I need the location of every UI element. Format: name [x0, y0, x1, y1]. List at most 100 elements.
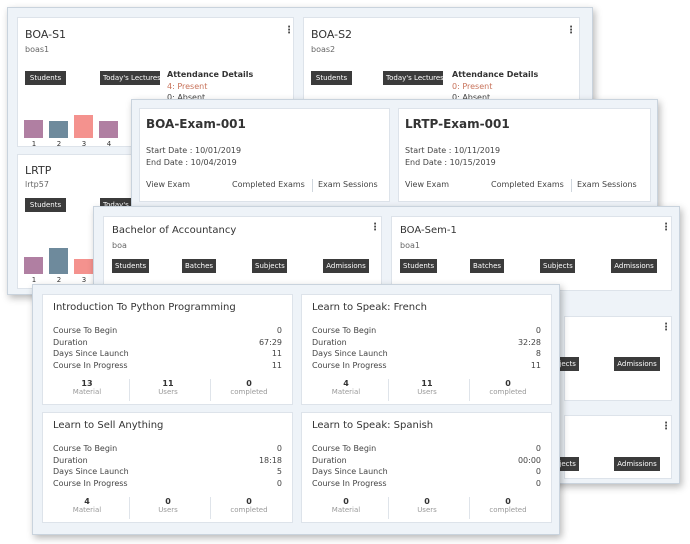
metric-label: Material — [331, 506, 361, 514]
more-options-icon[interactable]: ⋮ — [661, 222, 671, 233]
stat-value: 0 — [535, 467, 541, 476]
course-stat-row: Course In Progress 11 — [53, 361, 282, 370]
course-card-spanish: Learn to Speak: Spanish Course To Begin … — [301, 412, 552, 523]
exam-card-lrtp: LRTP-Exam-001 Start Date : 10/11/2019 En… — [398, 108, 651, 202]
chart-tick-label: 2 — [56, 140, 62, 148]
stat-value: 11 — [530, 360, 541, 370]
subjects-button[interactable]: Subjects — [555, 357, 579, 371]
metric-value: 0 — [343, 497, 349, 506]
students-button[interactable]: Students — [311, 71, 352, 85]
stat-label: Days Since Launch — [53, 467, 129, 476]
courses-panel: Introduction To Python Programming Cours… — [32, 284, 560, 535]
metric-label: Users — [158, 388, 178, 396]
students-button[interactable]: Students — [25, 71, 66, 85]
students-button[interactable]: Students — [112, 259, 149, 273]
batches-button[interactable]: Batches — [182, 259, 216, 273]
more-options-icon[interactable]: ⋮ — [661, 421, 671, 432]
absent-count: 0: Absent — [167, 93, 206, 102]
course-metric: 0 completed — [472, 497, 544, 514]
students-button[interactable]: Students — [25, 198, 66, 212]
subjects-button[interactable]: Subjects — [555, 457, 579, 471]
stat-value: 67:29 — [258, 337, 282, 347]
metric-value: 0 — [424, 497, 430, 506]
attendance-title: Attendance Details — [167, 70, 254, 79]
more-options-icon[interactable]: ⋮ — [661, 322, 671, 333]
todays-lectures-button[interactable]: Today's Lectures — [100, 71, 161, 85]
course-stat-row: Course In Progress 0 — [312, 479, 541, 488]
stat-value: 18:18 — [258, 455, 282, 465]
course-metric: 0 completed — [472, 379, 544, 396]
course-title: Learn to Speak: Spanish — [312, 420, 434, 431]
program-code: boa — [112, 241, 127, 250]
subjects-button[interactable]: Subjects — [252, 259, 287, 273]
stat-label: Course To Begin — [312, 444, 377, 453]
more-options-icon[interactable]: ⋮ — [284, 25, 294, 36]
admissions-button[interactable]: Admissions — [611, 259, 657, 273]
attendance-chart-boa-s1: 1 2 3 4 — [24, 108, 134, 148]
stat-label: Course To Begin — [312, 326, 377, 335]
exam-start-date: Start Date : 10/01/2019 — [146, 146, 242, 155]
more-options-icon[interactable]: ⋮ — [566, 25, 576, 36]
completed-exams-link[interactable]: Completed Exams — [232, 180, 305, 189]
program-code: boa1 — [400, 241, 420, 250]
view-exam-link[interactable]: View Exam — [146, 180, 191, 189]
course-metric: 0 completed — [213, 497, 285, 514]
course-title: Introduction To Python Programming — [53, 302, 236, 313]
stat-value: 0 — [276, 478, 282, 488]
metric-label: Users — [417, 506, 437, 514]
course-stat-row: Days Since Launch 5 — [53, 467, 282, 476]
exam-sessions-link[interactable]: Exam Sessions — [577, 180, 637, 189]
course-stat-row: Duration 67:29 — [53, 338, 282, 347]
link-divider — [312, 179, 313, 192]
subjects-button[interactable]: Subjects — [540, 259, 575, 273]
course-metric: 0 Users — [132, 497, 204, 514]
completed-exams-link[interactable]: Completed Exams — [491, 180, 564, 189]
view-exam-link[interactable]: View Exam — [405, 180, 450, 189]
exam-start-date: Start Date : 10/11/2019 — [405, 146, 501, 155]
exam-end-date: End Date : 10/15/2019 — [405, 158, 496, 167]
attendance-title: Attendance Details — [452, 70, 539, 79]
metric-divider — [388, 497, 389, 519]
program-card-partial: ⋮ Subjects Admissions — [555, 415, 672, 479]
stat-value: 0 — [276, 326, 282, 335]
stat-label: Duration — [312, 337, 347, 347]
course-stat-row: Days Since Launch 8 — [312, 349, 541, 358]
stat-label: Course To Begin — [53, 326, 118, 335]
course-card-french: Learn to Speak: French Course To Begin 0… — [301, 294, 552, 405]
admissions-button[interactable]: Admissions — [323, 259, 369, 273]
present-count: 0: Present — [452, 82, 493, 91]
course-title: Learn to Speak: French — [312, 302, 427, 313]
metric-divider — [469, 497, 470, 519]
course-metric: 4 Material — [51, 497, 123, 514]
metric-label: completed — [230, 506, 268, 514]
students-button[interactable]: Students — [400, 259, 437, 273]
link-divider — [571, 179, 572, 192]
attendance-bar — [49, 121, 68, 138]
course-stat-row: Course To Begin 0 — [312, 326, 541, 335]
course-card-python: Introduction To Python Programming Cours… — [42, 294, 293, 405]
course-metric: 0 Users — [391, 497, 463, 514]
attendance-chart-lrtp: 1 2 3 — [24, 244, 134, 284]
more-options-icon[interactable]: ⋮ — [370, 222, 380, 233]
stat-label: Course In Progress — [53, 360, 128, 370]
stat-value: 0 — [276, 444, 282, 453]
program-card-boa-sem-1: BOA-Sem-1 boa1 ⋮ Students Batches Subjec… — [391, 216, 672, 291]
chart-tick-label: 4 — [106, 140, 112, 148]
stat-value: 32:28 — [517, 337, 541, 347]
metric-divider — [210, 497, 211, 519]
course-title: Learn to Sell Anything — [53, 420, 164, 431]
admissions-button[interactable]: Admissions — [614, 357, 660, 371]
todays-lectures-button[interactable]: Today's Lectures — [383, 71, 444, 85]
metric-value: 0 — [246, 379, 252, 388]
course-metric: 11 Users — [391, 379, 463, 396]
exam-title: LRTP-Exam-001 — [405, 117, 510, 131]
batches-button[interactable]: Batches — [470, 259, 504, 273]
chart-tick-label: 3 — [81, 140, 87, 148]
exam-sessions-link[interactable]: Exam Sessions — [318, 180, 378, 189]
stat-label: Duration — [53, 455, 88, 465]
metric-divider — [129, 497, 130, 519]
program-card-partial: ⋮ Subjects Admissions — [555, 316, 672, 401]
stat-label: Days Since Launch — [312, 349, 388, 358]
admissions-button[interactable]: Admissions — [614, 457, 660, 471]
exam-end-date: End Date : 10/04/2019 — [146, 158, 237, 167]
